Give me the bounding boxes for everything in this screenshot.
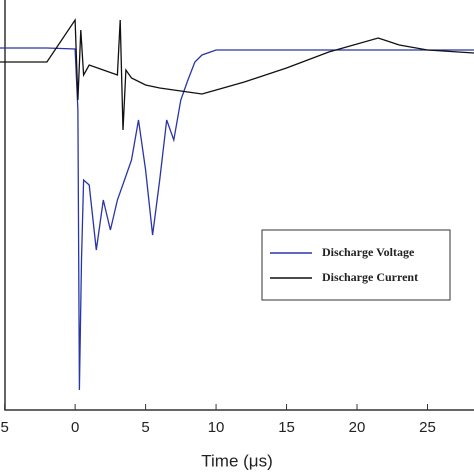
data-line (0, 47, 474, 391)
plot-frame (4, 0, 474, 411)
x-tick-label: 25 (419, 419, 436, 436)
x-axis-label: Time (μs) (201, 451, 273, 470)
x-tick-label: 10 (208, 419, 225, 436)
x-tick-label: 20 (349, 419, 366, 436)
x-tick-label: 5 (141, 419, 149, 436)
x-tick-label: 15 (278, 419, 295, 436)
legend-label: Discharge Current (322, 270, 418, 284)
legend-label: Discharge Voltage (322, 245, 415, 259)
x-tick-label: 5 (0, 419, 8, 436)
plot-area (0, 17, 474, 391)
data-line (0, 17, 474, 131)
legend (261, 229, 451, 301)
x-tick-label: 0 (71, 419, 79, 436)
